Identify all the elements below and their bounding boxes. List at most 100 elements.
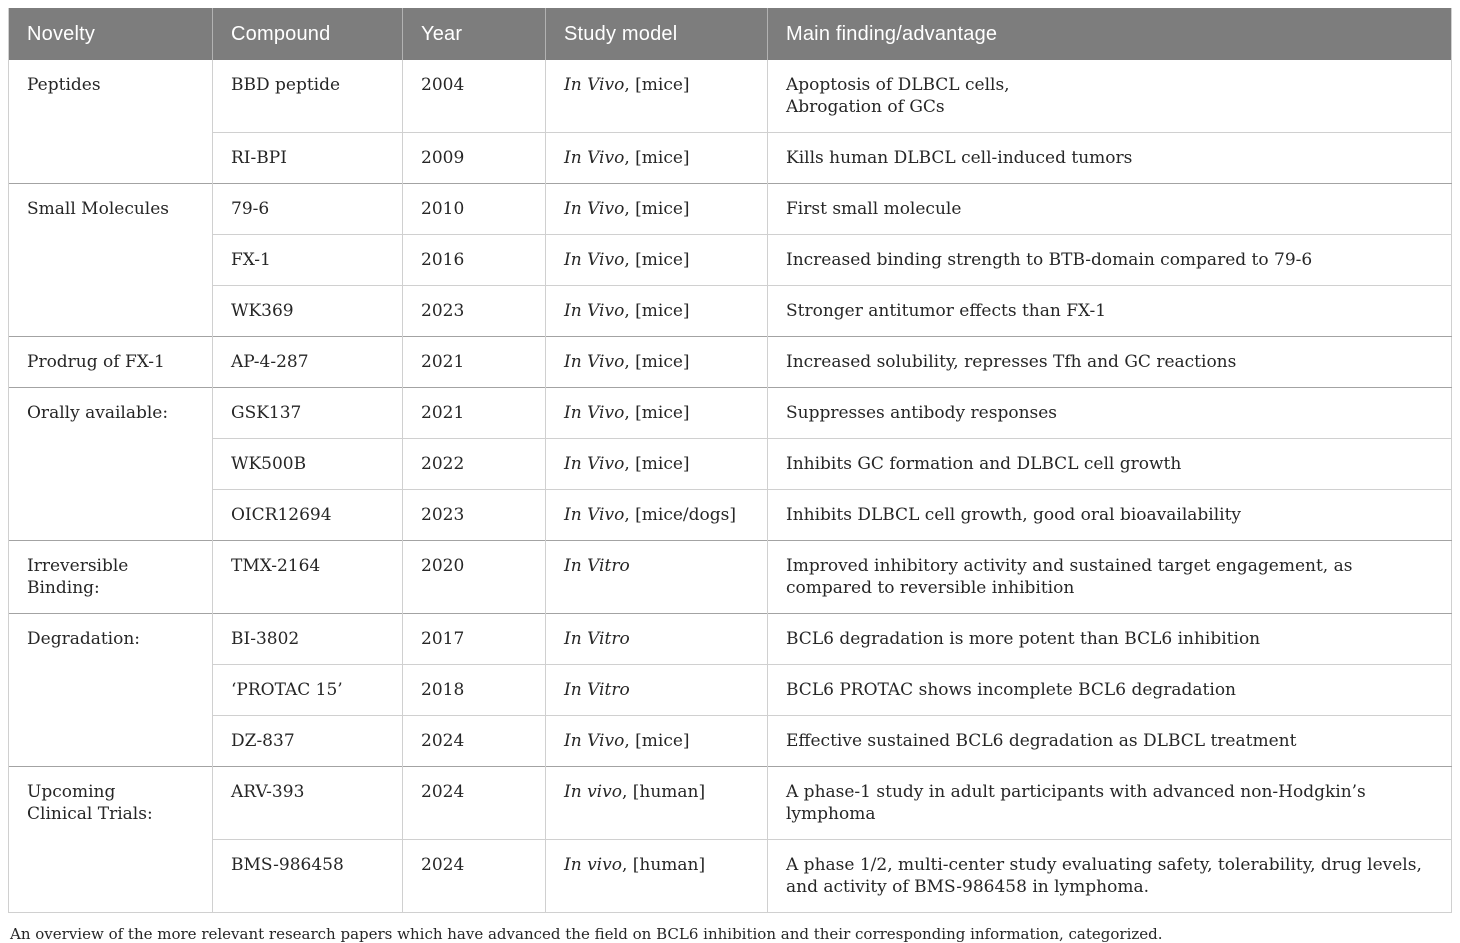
compound-cell: ARV-393 [212, 766, 403, 840]
column-header-compound: Compound [212, 8, 403, 60]
compound-cell: OICR12694 [212, 489, 403, 541]
compound-cell: TMX-2164 [212, 540, 403, 614]
table-row: Peptides BBD peptide 2004 In Vivo, [mice] Ap… [8, 60, 1452, 184]
table-row: FX-1 2016 In Vivo, [mice] Increased binding… [9, 234, 1452, 286]
table-row: WK500B 2022 In Vivo, [mice] Inhibits GC for… [9, 438, 1452, 490]
compound-cell: WK500B [212, 438, 403, 490]
study-model-italic: In Vivo [564, 75, 625, 95]
finding-cell: Inhibits GC formation and DLBCL cell gro… [767, 438, 1452, 490]
novelty-cell: Degradation: [8, 613, 213, 767]
novelty-cell: Irreversible Binding: [8, 540, 213, 614]
study-model-italic: In Vivo [564, 148, 625, 168]
year-cell: 2024 [402, 715, 546, 767]
study-model-subject: , [mice] [624, 250, 690, 270]
study-model-cell: In Vivo, [mice] [545, 336, 768, 388]
year-cell: 2022 [402, 438, 546, 490]
year-cell: 2016 [402, 234, 546, 286]
table-row: BMS-986458 2024 In vivo, [human] A phase 1/… [9, 839, 1452, 913]
novelty-cell: Upcoming Clinical Trials: [8, 766, 213, 913]
table-row: Orally available: GSK137 2021 In Vivo, [mic… [8, 387, 1452, 541]
year-cell: 2021 [402, 336, 546, 388]
study-model-italic: In Vitro [564, 680, 630, 700]
study-model-cell: In vivo, [human] [545, 766, 768, 840]
table-row: RI-BPI 2009 In Vivo, [mice] Kills human DLB… [9, 132, 1452, 184]
year-cell: 2010 [402, 183, 546, 235]
study-model-cell: In Vitro [545, 613, 768, 665]
study-model-cell: In Vitro [545, 664, 768, 716]
study-model-cell: In Vivo, [mice] [545, 438, 768, 490]
study-model-subject: , [mice] [624, 301, 690, 321]
compound-cell: ‘PROTAC 15’ [212, 664, 403, 716]
compound-cell: DZ-837 [212, 715, 403, 767]
table-row: DZ-837 2024 In Vivo, [mice] Effective susta… [9, 715, 1452, 767]
compound-cell: GSK137 [212, 387, 403, 439]
finding-cell: Stronger antitumor effects than FX-1 [767, 285, 1452, 337]
year-cell: 2023 [402, 285, 546, 337]
finding-cell: A phase-1 study in adult participants wi… [767, 766, 1452, 840]
finding-cell: Increased binding strength to BTB-domain… [767, 234, 1452, 286]
study-model-cell: In vivo, [human] [545, 839, 768, 913]
table-row: Prodrug of FX-1 AP-4-287 2021 In Vivo, [mic… [8, 336, 1452, 388]
study-model-cell: In Vitro [545, 540, 768, 614]
study-model-italic: In Vivo [564, 731, 625, 751]
study-model-italic: In Vitro [564, 629, 630, 649]
finding-cell: Suppresses antibody responses [767, 387, 1452, 439]
study-model-italic: In Vivo [564, 352, 625, 372]
table-row: Irreversible Binding: TMX-2164 2020 In Vitr… [8, 540, 1452, 614]
bcl6-inhibitors-table: Novelty Compound Year Study model Main findi… [8, 8, 1452, 913]
column-header-novelty: Novelty [8, 8, 213, 60]
compound-cell: BMS-986458 [212, 839, 403, 913]
study-model-cell: In Vivo, [mice] [545, 183, 768, 235]
novelty-cell: Prodrug of FX-1 [8, 336, 213, 388]
finding-cell: Improved inhibitory activity and sustain… [767, 540, 1452, 614]
study-model-italic: In vivo [564, 855, 622, 875]
compound-cell: AP-4-287 [212, 336, 403, 388]
compound-cell: BBD peptide [212, 60, 403, 133]
finding-cell: Inhibits DLBCL cell growth, good oral bi… [767, 489, 1452, 541]
compound-cell: RI-BPI [212, 132, 403, 184]
year-cell: 2004 [402, 60, 546, 133]
column-header-year: Year [402, 8, 546, 60]
header-row: Novelty Compound Year Study model Main findi… [8, 8, 1452, 60]
year-cell: 2024 [402, 839, 546, 913]
finding-cell: BCL6 degradation is more potent than BCL… [767, 613, 1452, 665]
compound-cell: 79-6 [212, 183, 403, 235]
study-model-subject: , [human] [621, 782, 706, 802]
finding-cell: Apoptosis of DLBCL cells, Abrogation of … [767, 60, 1452, 133]
table-row: Small Molecules 79-6 2010 In Vivo, [mice] Fi… [8, 183, 1452, 337]
study-model-cell: In Vivo, [mice] [545, 387, 768, 439]
study-model-cell: In Vivo, [mice] [545, 132, 768, 184]
study-model-subject: , [mice] [624, 403, 690, 423]
page: Novelty Compound Year Study model Main findi… [8, 8, 1452, 943]
study-model-subject: , [mice] [624, 454, 690, 474]
finding-cell: First small molecule [767, 183, 1452, 235]
study-model-cell: In Vivo, [mice/dogs] [545, 489, 768, 541]
study-model-italic: In vivo [564, 782, 622, 802]
study-model-italic: In Vivo [564, 250, 625, 270]
finding-cell: Effective sustained BCL6 degradation as … [767, 715, 1452, 767]
study-model-subject: , [mice/dogs] [624, 505, 736, 525]
table-row: Degradation: BI-3802 2017 In Vitro BCL6 degr… [8, 613, 1452, 767]
year-cell: 2024 [402, 766, 546, 840]
study-model-italic: In Vivo [564, 199, 625, 219]
study-model-cell: In Vivo, [mice] [545, 234, 768, 286]
novelty-cell: Small Molecules [8, 183, 213, 337]
study-model-cell: In Vivo, [mice] [545, 285, 768, 337]
table-body: Peptides BBD peptide 2004 In Vivo, [mice] Ap… [8, 60, 1452, 913]
study-model-subject: , [mice] [624, 75, 690, 95]
study-model-italic: In Vivo [564, 454, 625, 474]
year-cell: 2017 [402, 613, 546, 665]
column-header-finding: Main finding/advantage [767, 8, 1452, 60]
table-header: Novelty Compound Year Study model Main findi… [8, 8, 1452, 60]
year-cell: 2021 [402, 387, 546, 439]
study-model-subject: , [mice] [624, 148, 690, 168]
finding-cell: Increased solubility, represses Tfh and … [767, 336, 1452, 388]
study-model-italic: In Vivo [564, 301, 625, 321]
study-model-cell: In Vivo, [mice] [545, 60, 768, 133]
year-cell: 2009 [402, 132, 546, 184]
novelty-cell: Orally available: [8, 387, 213, 541]
compound-cell: BI-3802 [212, 613, 403, 665]
study-model-italic: In Vivo [564, 403, 625, 423]
finding-cell: BCL6 PROTAC shows incomplete BCL6 degrad… [767, 664, 1452, 716]
finding-cell: A phase 1/2, multi-center study evaluati… [767, 839, 1452, 913]
